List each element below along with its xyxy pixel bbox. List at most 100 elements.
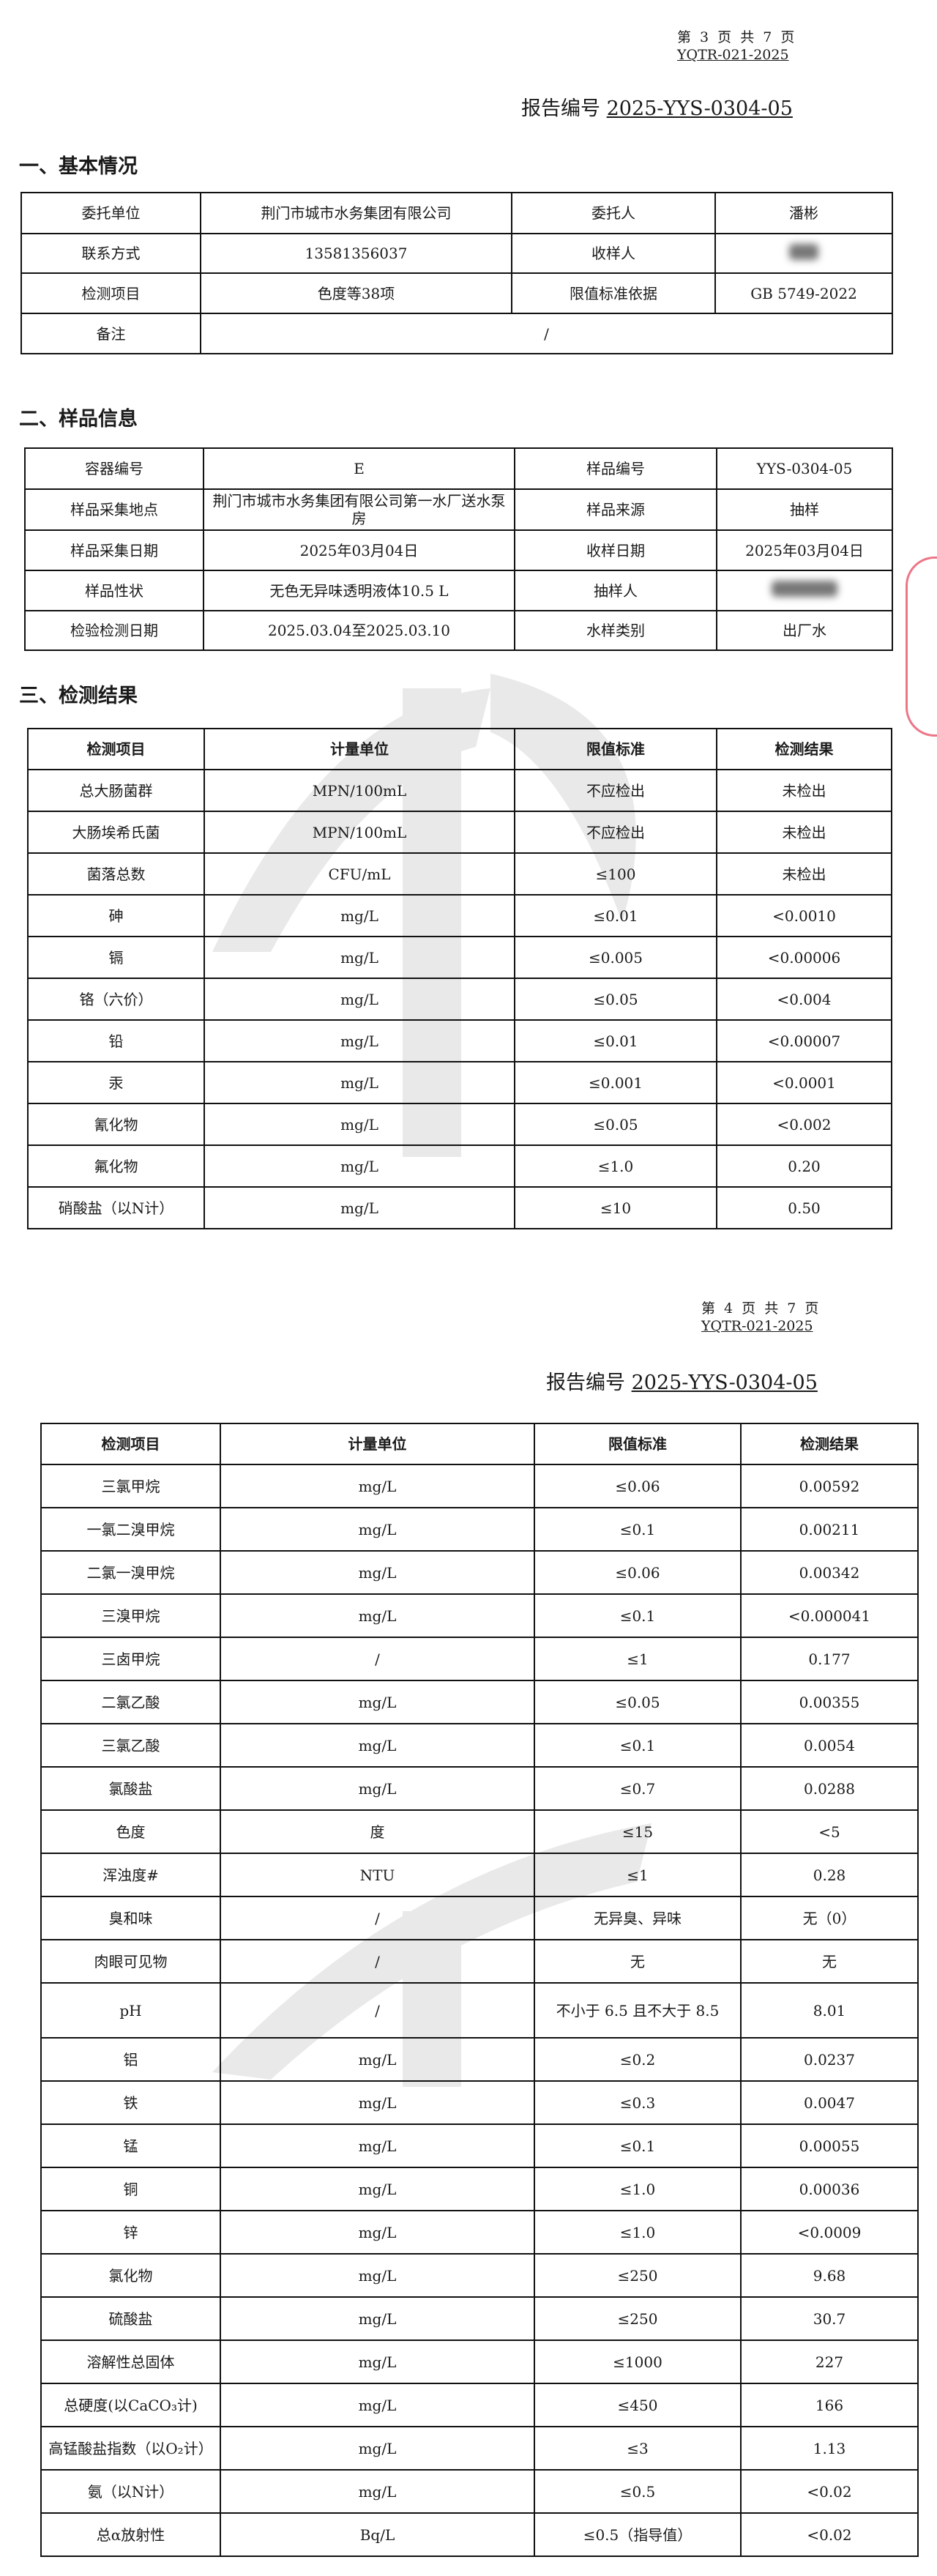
value: 荆门市城市水务集团有限公司第一水厂送水泵房: [203, 488, 515, 531]
result: 30.7: [740, 2296, 919, 2341]
item-name: 氯酸盐: [40, 1766, 221, 1811]
limit: ≤250: [534, 2296, 742, 2341]
table-row: 氨（以N计） mg/L ≤0.5 <0.02: [40, 2469, 919, 2514]
result: 1.13: [740, 2426, 919, 2471]
limit: ≤0.06: [534, 1550, 742, 1595]
result: 0.00342: [740, 1550, 919, 1595]
limit: ≤15: [534, 1809, 742, 1854]
label: 备注: [20, 313, 201, 354]
result: 8.01: [740, 1982, 919, 2039]
result: <5: [740, 1809, 919, 1854]
report-number-value: 2025-YYS-0304-05: [631, 1371, 818, 1394]
table-row: 铬（六价） mg/L ≤0.05 <0.004: [27, 978, 892, 1021]
limit: ≤1000: [534, 2339, 742, 2384]
limit: ≤0.1: [534, 1507, 742, 1552]
result: 无: [740, 1939, 919, 1984]
table-row: 铜 mg/L ≤1.0 0.00036: [40, 2167, 919, 2211]
limit: ≤3: [534, 2426, 742, 2471]
unit: 度: [220, 1809, 535, 1854]
unit: mg/L: [220, 2383, 535, 2427]
unit: CFU/mL: [204, 852, 515, 896]
unit: mg/L: [220, 1464, 535, 1508]
unit: mg/L: [220, 2469, 535, 2514]
unit: mg/L: [204, 1019, 515, 1062]
limit: ≤0.001: [514, 1061, 717, 1104]
limit: ≤0.1: [534, 1593, 742, 1638]
result: 0.00592: [740, 1464, 919, 1508]
unit: mg/L: [220, 2167, 535, 2211]
result: 无（0）: [740, 1896, 919, 1940]
unit: mg/L: [220, 2080, 535, 2125]
item-name: 硫酸盐: [40, 2296, 221, 2341]
results-table-page4: 检测项目 计量单位 限值标准 检测结果 三氯甲烷 mg/L ≤0.06 0.00592 一氯二溴…: [40, 1423, 919, 2557]
table-row: 色度度 ≤15 <5: [40, 1809, 919, 1854]
table-row: pH / 不小于 6.5 且不大于 8.5 8.01: [40, 1982, 919, 2039]
unit: mg/L: [220, 2296, 535, 2341]
unit: mg/L: [204, 936, 515, 979]
item-name: 二氯乙酸: [40, 1680, 221, 1724]
result: <0.02: [740, 2469, 919, 2514]
item-name: 高锰酸盐指数（以O₂计）: [40, 2426, 221, 2471]
value: YYS-0304-05: [716, 447, 893, 490]
unit: mg/L: [220, 1593, 535, 1638]
label: 抽样人: [514, 570, 717, 611]
item-name: 肉眼可见物: [40, 1939, 221, 1984]
label: 联系方式: [20, 233, 201, 274]
item-name: 锰: [40, 2123, 221, 2168]
limit: ≤250: [534, 2253, 742, 2298]
result: <0.00007: [716, 1019, 892, 1062]
result: <0.004: [716, 978, 892, 1021]
limit: ≤10: [514, 1186, 717, 1229]
table-row: 臭和味 / 无异臭、异味 无（0）: [40, 1896, 919, 1940]
limit: ≤0.7: [534, 1766, 742, 1811]
unit: mg/L: [204, 1103, 515, 1146]
limit: ≤0.5（指导值）: [534, 2512, 742, 2557]
result: 9.68: [740, 2253, 919, 2298]
table-row: 三卤甲烷 / ≤1 0.177: [40, 1637, 919, 1681]
label: 样品性状: [24, 570, 204, 611]
report-number-value: 2025-YYS-0304-05: [606, 97, 793, 120]
table-row: 三氯甲烷 mg/L ≤0.06 0.00592: [40, 1464, 919, 1508]
unit: mg/L: [204, 1061, 515, 1104]
unit: mg/L: [220, 1680, 535, 1724]
item-name: 总α放射性: [40, 2512, 221, 2557]
limit: 不小于 6.5 且不大于 8.5: [534, 1982, 742, 2039]
item-name: 三氯乙酸: [40, 1723, 221, 1768]
result: 0.00211: [740, 1507, 919, 1552]
unit: MPN/100mL: [204, 769, 515, 812]
table-row: 溶解性总固体 mg/L ≤1000 227: [40, 2339, 919, 2384]
section-results-title: 三、检测结果: [19, 685, 138, 707]
table-row: 镉 mg/L ≤0.005 <0.00006: [27, 936, 892, 979]
page-number: 第 4 页 共 7 页: [701, 1300, 821, 1317]
item-name: 二氯一溴甲烷: [40, 1550, 221, 1595]
unit: mg/L: [204, 1186, 515, 1229]
value: 无色无异味透明液体10.5 L: [203, 570, 515, 611]
value: 2025年03月04日: [716, 529, 893, 571]
column-header: 检测结果: [716, 728, 892, 770]
limit: 无异臭、异味: [534, 1896, 742, 1940]
unit: mg/L: [220, 2426, 535, 2471]
value: 2025年03月04日: [203, 529, 515, 571]
form-code: YQTR-021-2025: [677, 47, 789, 63]
unit: /: [220, 1637, 535, 1681]
item-name: 三卤甲烷: [40, 1637, 221, 1681]
limit: ≤0.06: [534, 1464, 742, 1508]
table-row: 一氯二溴甲烷 mg/L ≤0.1 0.00211: [40, 1507, 919, 1552]
item-name: 浑浊度#: [40, 1853, 221, 1897]
result: 166: [740, 2383, 919, 2427]
item-name: 三溴甲烷: [40, 1593, 221, 1638]
table-row: 大肠埃希氏菌 MPN/100mL 不应检出 未检出: [27, 811, 892, 854]
limit: 不应检出: [514, 769, 717, 812]
result: <0.00006: [716, 936, 892, 979]
item-name: 铁: [40, 2080, 221, 2125]
result: 0.0237: [740, 2037, 919, 2082]
table-row: 三氯乙酸 mg/L ≤0.1 0.0054: [40, 1723, 919, 1768]
result: 0.177: [740, 1637, 919, 1681]
sample-info-table: 容器编号 E 样品编号 YYS-0304-05 样品采集地点 荆门市城市水务集团有限公司…: [24, 447, 893, 651]
item-name: 一氯二溴甲烷: [40, 1507, 221, 1552]
result: 0.00036: [740, 2167, 919, 2211]
table-row: 硫酸盐 mg/L ≤250 30.7: [40, 2296, 919, 2341]
page-number: 第 3 页 共 7 页: [677, 29, 797, 45]
table-row: 铁 mg/L ≤0.3 0.0047: [40, 2080, 919, 2125]
result: <0.0009: [740, 2210, 919, 2255]
